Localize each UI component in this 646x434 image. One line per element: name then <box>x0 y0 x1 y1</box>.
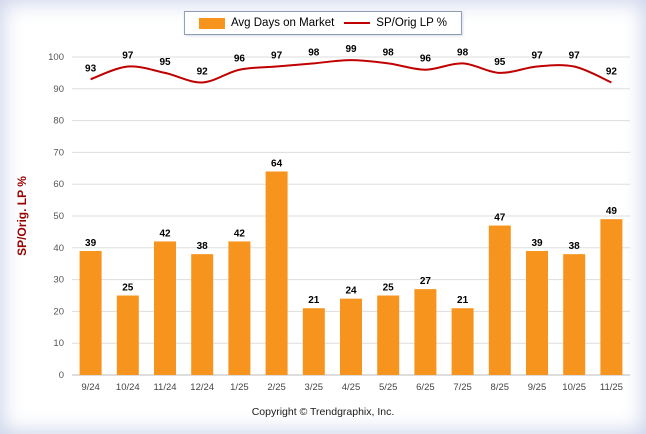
y-tick-label: 90 <box>53 84 64 95</box>
x-tick-label: 3/25 <box>305 382 324 392</box>
bar-value-label: 49 <box>606 206 618 217</box>
line-value-label: 96 <box>234 54 246 65</box>
line-value-label: 92 <box>197 66 209 77</box>
bar-value-label: 38 <box>197 241 209 252</box>
bar-value-label: 25 <box>383 283 395 294</box>
bar <box>600 219 623 375</box>
bar-value-label: 42 <box>234 228 246 239</box>
line-value-label: 97 <box>122 51 134 62</box>
bar <box>302 308 325 375</box>
copyright-text: Copyright © Trendgraphix, Inc. <box>251 406 395 418</box>
bar-value-label: 39 <box>531 238 543 249</box>
bar <box>265 171 288 375</box>
y-tick-label: 80 <box>53 116 64 127</box>
legend-item-bar: Avg Days on Market <box>198 17 335 29</box>
x-tick-label: 9/25 <box>528 382 547 392</box>
line-value-label: 99 <box>345 44 357 55</box>
trend-line <box>90 59 612 84</box>
bar <box>191 254 214 375</box>
legend-bar-label: Avg Days on Market <box>230 17 335 29</box>
bar <box>488 225 511 375</box>
line-value-label: 92 <box>606 66 618 77</box>
x-tick-label: 12/24 <box>190 382 214 392</box>
bar <box>451 308 474 375</box>
bar-value-label: 27 <box>420 276 432 287</box>
bar <box>228 241 251 375</box>
bar-swatch-icon <box>198 17 225 29</box>
bar <box>340 298 362 375</box>
x-tick-label: 10/24 <box>116 382 140 392</box>
y-tick-label: 30 <box>53 275 64 286</box>
y-tick-label: 60 <box>53 179 64 190</box>
x-tick-label: 10/25 <box>562 382 586 392</box>
legend-item-line: SP/Orig LP % <box>344 17 447 29</box>
x-tick-label: 4/25 <box>342 382 361 392</box>
line-value-label: 96 <box>420 54 432 65</box>
line-value-label: 97 <box>271 51 283 62</box>
chart-legend: Avg Days on Market SP/Orig LP % <box>183 11 463 35</box>
line-value-label: 95 <box>159 57 171 68</box>
y-tick-label: 70 <box>53 147 64 158</box>
bar <box>116 295 139 375</box>
line-swatch-icon <box>344 22 371 24</box>
y-tick-label: 40 <box>53 243 64 254</box>
bar <box>79 250 102 375</box>
legend-line-label: SP/Orig LP % <box>376 17 448 29</box>
bar-value-label: 64 <box>271 158 283 169</box>
x-tick-label: 11/24 <box>153 382 176 392</box>
y-tick-label: 0 <box>59 370 64 381</box>
x-tick-label: 11/25 <box>600 382 623 392</box>
x-tick-label: 7/25 <box>453 382 472 392</box>
line-value-label: 98 <box>308 47 320 58</box>
line-value-label: 95 <box>494 57 506 68</box>
bar-value-label: 21 <box>308 295 320 306</box>
line-value-label: 97 <box>531 51 543 62</box>
bar-value-label: 38 <box>569 241 581 252</box>
line-value-label: 98 <box>457 47 469 58</box>
bar-value-label: 25 <box>122 283 134 294</box>
x-tick-label: 2/25 <box>267 382 286 392</box>
bar <box>563 254 586 375</box>
y-tick-label: 100 <box>48 52 64 63</box>
chart-area: 0 10 20 30 40 50 60 70 80 90 100 39 9/24 25 10/24 42 11/… <box>0 36 646 397</box>
bar <box>154 241 176 375</box>
x-tick-label: 9/24 <box>81 382 100 392</box>
x-tick-label: 6/25 <box>416 382 435 392</box>
x-tick-label: 5/25 <box>379 382 398 392</box>
line-value-label: 97 <box>569 51 581 62</box>
line-value-label: 93 <box>85 63 97 74</box>
bar-line-chart: 0 10 20 30 40 50 60 70 80 90 100 39 9/24 25 10/24 42 11/… <box>48 44 630 393</box>
y-tick-label: 50 <box>53 211 64 222</box>
bar <box>414 289 437 375</box>
bar-value-label: 24 <box>345 286 357 297</box>
y-tick-label: 10 <box>53 338 64 349</box>
bar <box>526 250 548 375</box>
x-tick-label: 8/25 <box>491 382 510 392</box>
y-tick-label: 20 <box>53 306 64 317</box>
x-tick-label: 1/25 <box>230 382 249 392</box>
bar-value-label: 42 <box>159 228 171 239</box>
line-value-label: 98 <box>383 47 395 58</box>
bar-value-label: 47 <box>494 213 506 224</box>
bar <box>377 295 400 375</box>
bar-value-label: 21 <box>457 295 469 306</box>
bar-value-label: 39 <box>85 238 97 249</box>
